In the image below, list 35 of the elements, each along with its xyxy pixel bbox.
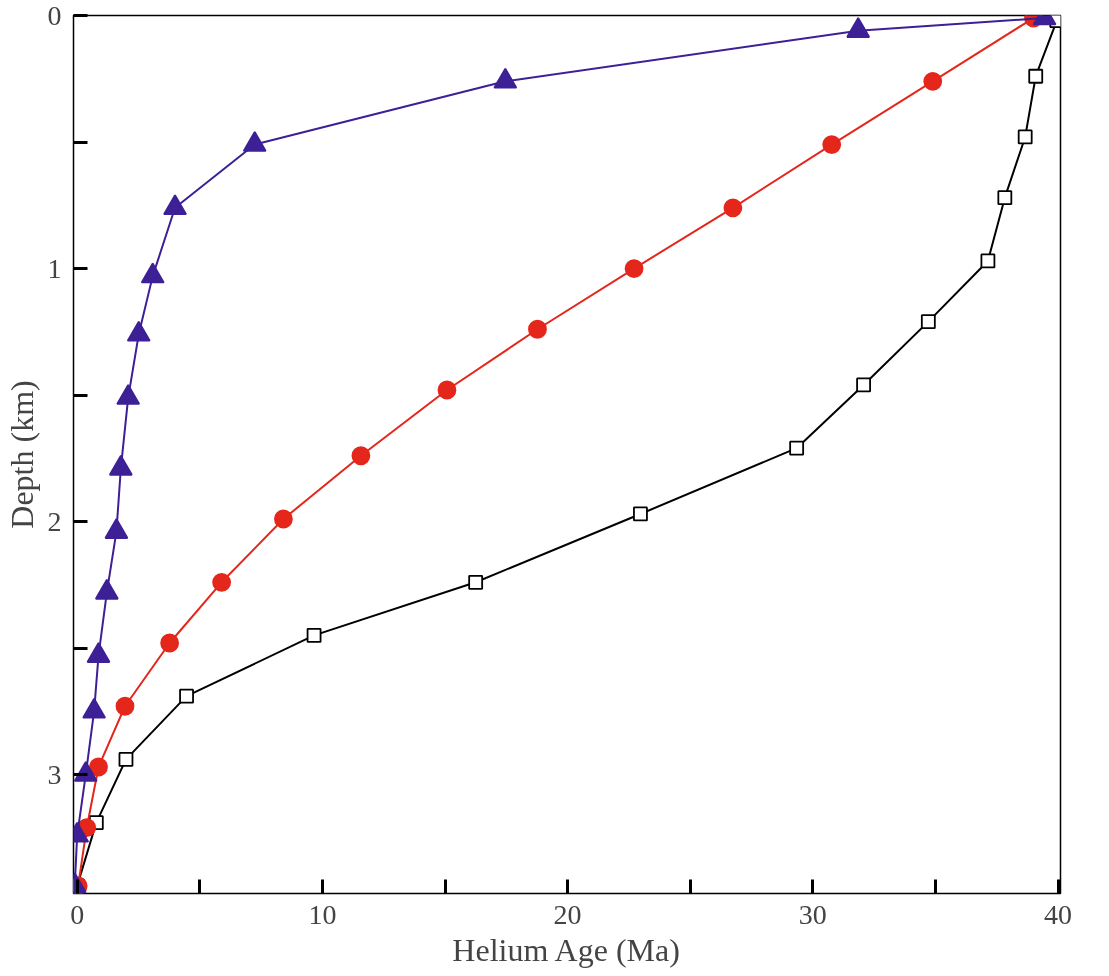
point — [822, 135, 842, 154]
point — [633, 506, 648, 522]
point — [89, 757, 108, 777]
x-tick-label: 10 — [308, 898, 337, 930]
x-tick-label: 0 — [70, 898, 85, 930]
point — [997, 190, 1013, 206]
y-tick-label: 0 — [47, 0, 62, 31]
point — [351, 446, 371, 466]
point — [980, 253, 996, 269]
x-tick-label: 30 — [798, 898, 827, 930]
y-axis-title: Depth (km) — [3, 380, 40, 529]
point — [274, 509, 293, 529]
y-tick-label: 3 — [47, 758, 62, 790]
x-tick-label: 40 — [1044, 898, 1073, 930]
point — [923, 71, 943, 91]
point — [179, 688, 194, 704]
point — [920, 314, 936, 330]
y-tick-label: 2 — [47, 505, 62, 537]
point — [1017, 129, 1033, 145]
point — [160, 633, 180, 653]
point — [624, 259, 644, 278]
point — [437, 380, 457, 400]
point — [118, 752, 134, 767]
point — [115, 696, 135, 716]
point — [212, 572, 232, 592]
y-tick-label: 1 — [47, 252, 62, 284]
point — [856, 377, 871, 393]
point — [789, 440, 805, 456]
point — [1028, 68, 1044, 84]
point — [468, 574, 484, 590]
point — [723, 198, 743, 218]
x-axis-title: Helium Age (Ma) — [452, 931, 680, 968]
point — [306, 628, 322, 643]
x-tick-label: 20 — [553, 898, 582, 930]
point — [528, 319, 547, 339]
